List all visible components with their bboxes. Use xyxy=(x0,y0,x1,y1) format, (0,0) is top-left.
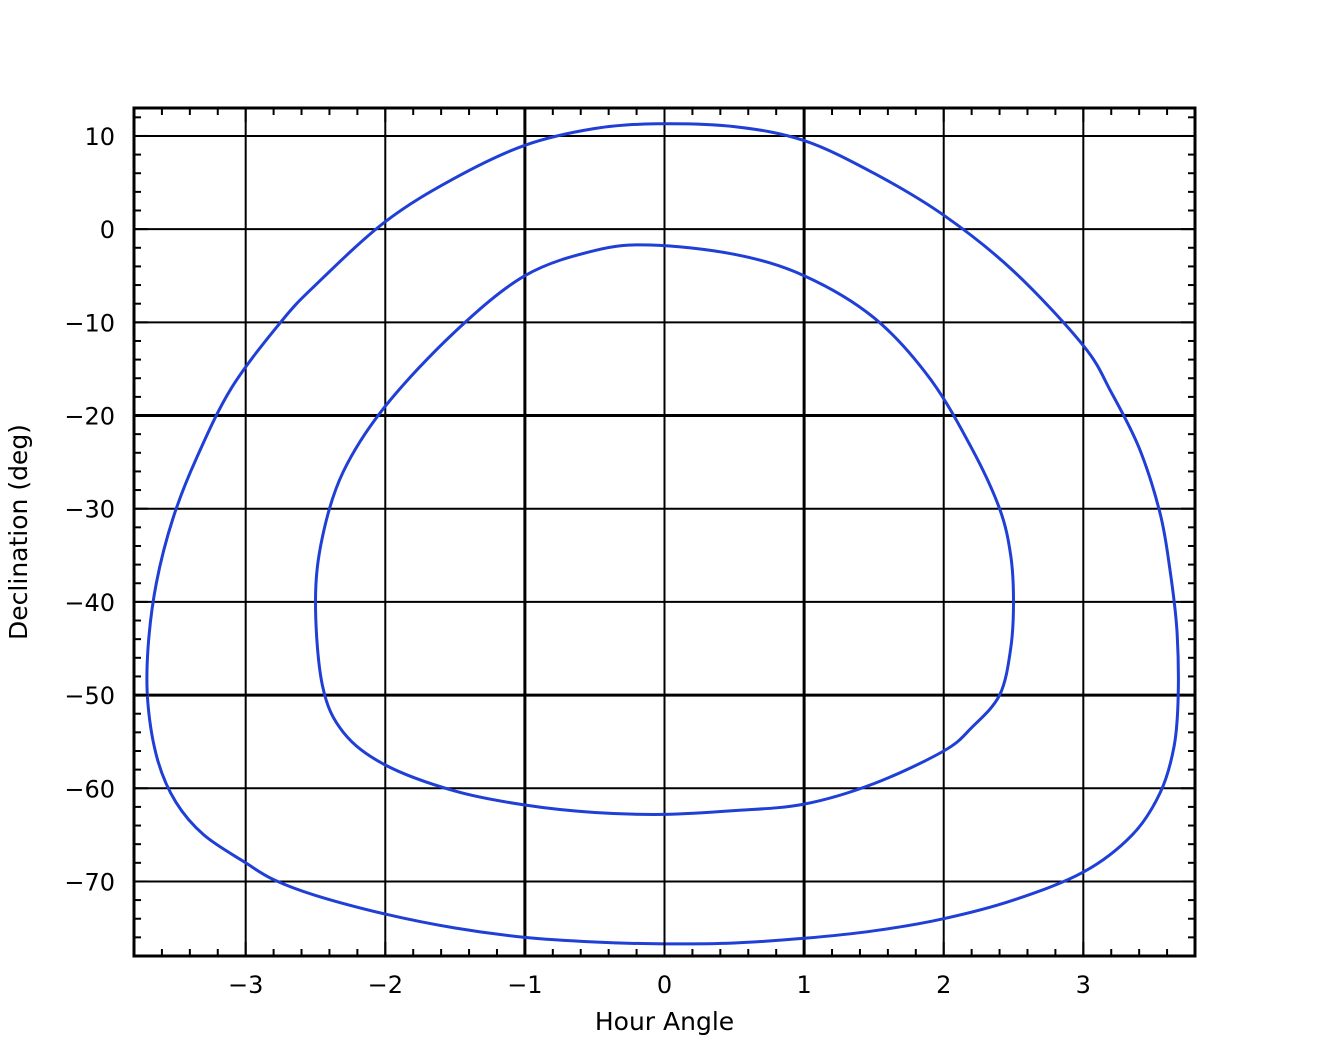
y-tick-label: −40 xyxy=(64,589,115,617)
x-tick-label: 3 xyxy=(1076,971,1091,999)
y-tick-label: −50 xyxy=(64,682,115,710)
y-tick-labels: 10 0 −10 −20 −30 −40 −50 −60 −70 xyxy=(64,123,115,896)
inner-curve xyxy=(313,243,1016,816)
x-tick-label: 0 xyxy=(657,971,672,999)
x-tick-labels: −3 −2 −1 0 1 2 3 xyxy=(228,971,1091,999)
y-tick-label: −60 xyxy=(64,775,115,803)
x-tick-label: 1 xyxy=(796,971,811,999)
series-group xyxy=(145,122,1180,946)
x-axis-title: Hour Angle xyxy=(595,1007,734,1036)
y-tick-label: −30 xyxy=(64,496,115,524)
y-tick-label: 10 xyxy=(84,123,115,151)
x-tick-label: 2 xyxy=(936,971,951,999)
tick-marks xyxy=(134,108,1195,957)
grid xyxy=(134,108,1195,956)
outer-curve xyxy=(145,122,1180,946)
x-tick-label: −3 xyxy=(228,971,263,999)
y-axis-title: Declination (deg) xyxy=(4,424,33,640)
x-tick-label: −2 xyxy=(368,971,403,999)
y-tick-label: −70 xyxy=(64,868,115,896)
y-tick-label: 0 xyxy=(100,216,115,244)
x-tick-label: −1 xyxy=(507,971,542,999)
y-tick-label: −20 xyxy=(64,403,115,431)
y-tick-label: −10 xyxy=(64,309,115,337)
